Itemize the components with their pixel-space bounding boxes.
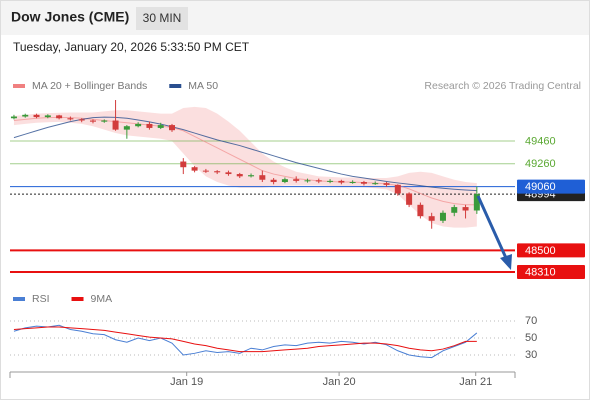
- rsi-tick-label: 30: [525, 349, 537, 361]
- interval: 30 MIN: [143, 11, 182, 25]
- x-tick-label: Jan 19: [170, 376, 203, 388]
- forecast-arrow: [476, 195, 508, 259]
- subtitle: Tuesday, January 20, 2026 5:33:50 PM CET: [13, 40, 250, 54]
- candle-body: [225, 172, 232, 175]
- candle-body: [135, 123, 142, 127]
- legend-swatch: [169, 84, 182, 88]
- legend-swatch: [71, 297, 84, 301]
- candle-body: [327, 180, 334, 182]
- level-box: [517, 179, 585, 194]
- header-bar: [1, 1, 589, 35]
- forecast-arrow-head: [500, 254, 512, 270]
- candle-body: [123, 126, 130, 130]
- candle-body: [101, 120, 108, 122]
- level-label: 49060: [525, 181, 556, 193]
- x-tick-label: Jan 21: [459, 376, 492, 388]
- candle-body: [202, 170, 209, 172]
- candle-body: [112, 120, 119, 130]
- candle-body: [462, 207, 469, 211]
- candle-body: [146, 123, 153, 128]
- candle-body: [394, 184, 401, 194]
- candle-body: [428, 216, 435, 221]
- rsi-line: [13, 326, 477, 353]
- candle-body: [89, 120, 96, 122]
- rsi-line: [13, 324, 478, 359]
- x-tick-label: Jan 20: [323, 376, 356, 388]
- candle-body: [214, 171, 221, 173]
- candle-body: [248, 175, 255, 177]
- candle-body: [473, 194, 480, 211]
- candle-body: [169, 125, 176, 131]
- legend-label: 9MA: [91, 293, 113, 305]
- candle-body: [349, 182, 356, 184]
- candle-body: [180, 161, 187, 168]
- level-label: 48500: [525, 245, 556, 257]
- candle-body: [33, 114, 40, 118]
- source: Research © 2026 Trading Central: [424, 80, 581, 92]
- rsi-tick-label: 70: [525, 315, 537, 327]
- legend-label: RSI: [32, 293, 50, 305]
- candle-body: [56, 115, 63, 119]
- candle-body: [383, 183, 390, 185]
- candle-body: [270, 179, 277, 183]
- candle-body: [157, 125, 164, 128]
- level-label: 49260: [525, 158, 556, 170]
- level-label: 49460: [525, 135, 556, 147]
- candle-body: [236, 174, 243, 177]
- candle-body: [417, 204, 424, 217]
- candle-body: [78, 119, 85, 121]
- candle-body: [22, 114, 29, 117]
- candle-body: [191, 167, 198, 171]
- candle-body: [281, 179, 288, 183]
- legend-label: MA 50: [188, 80, 218, 92]
- level-box: [517, 265, 585, 280]
- legend-swatch: [13, 297, 25, 301]
- interval-badge: [136, 7, 188, 30]
- ma50-line: [13, 116, 477, 192]
- candle-body: [10, 116, 17, 119]
- candle-body: [338, 180, 345, 183]
- candle-body: [360, 182, 367, 184]
- candle-body: [259, 175, 266, 180]
- level-label: 48310: [525, 266, 556, 278]
- candle-body: [67, 118, 74, 120]
- candle-body: [451, 207, 458, 213]
- candle-body: [44, 115, 51, 118]
- chart-title: Dow Jones (CME): [11, 9, 129, 25]
- candle-body: [293, 179, 300, 181]
- bollinger-band: [13, 106, 477, 228]
- candle-body: [439, 212, 446, 221]
- candle-body: [372, 183, 379, 185]
- legend-swatch: [13, 84, 25, 88]
- candle-body: [406, 193, 413, 205]
- candle-body: [304, 180, 311, 182]
- candle-body: [315, 180, 322, 182]
- rsi-tick-label: 50: [525, 332, 537, 344]
- legend-label: MA 20 + Bollinger Bands: [32, 80, 147, 92]
- level-box: [517, 243, 585, 258]
